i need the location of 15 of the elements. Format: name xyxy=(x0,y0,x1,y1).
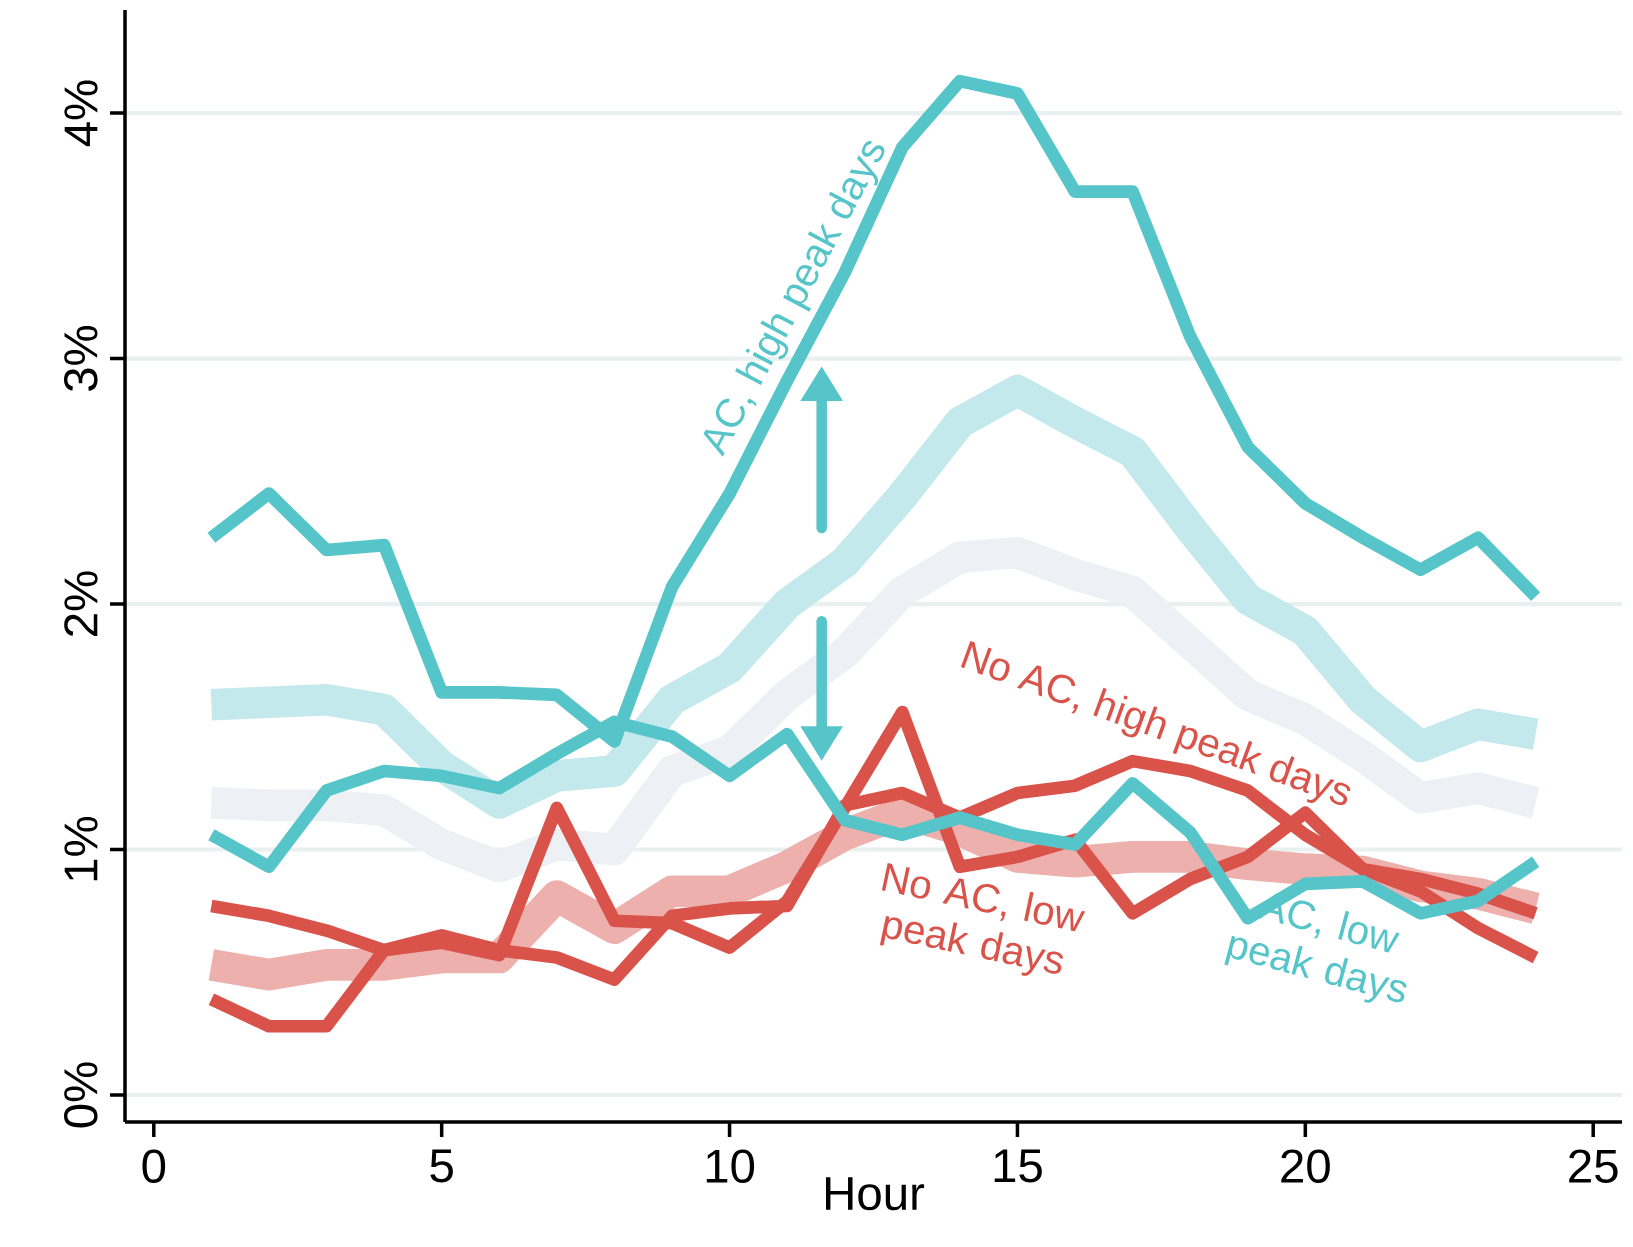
x-tick-label: 25 xyxy=(1569,1149,1618,1183)
text: No AC, low peak days xyxy=(879,863,1086,976)
x-tick-label: 15 xyxy=(994,1149,1042,1183)
y-tick-label: 4% xyxy=(64,80,98,147)
y-tick-label: 0% xyxy=(63,1062,98,1128)
text: No AC, high peak days xyxy=(960,640,1351,806)
y-tick-label: 3% xyxy=(63,325,98,392)
y-tick-label: 1% xyxy=(64,816,98,881)
x-tick-label: 0 xyxy=(142,1149,166,1183)
x-tick-label: 10 xyxy=(706,1149,755,1183)
x-axis-title: Hour xyxy=(825,1177,925,1211)
x-tick-label: 20 xyxy=(1281,1149,1330,1183)
y-tick-label: 2% xyxy=(64,571,98,636)
text: AC, high peak days xyxy=(703,141,885,457)
x-tick-label: 5 xyxy=(430,1149,453,1183)
